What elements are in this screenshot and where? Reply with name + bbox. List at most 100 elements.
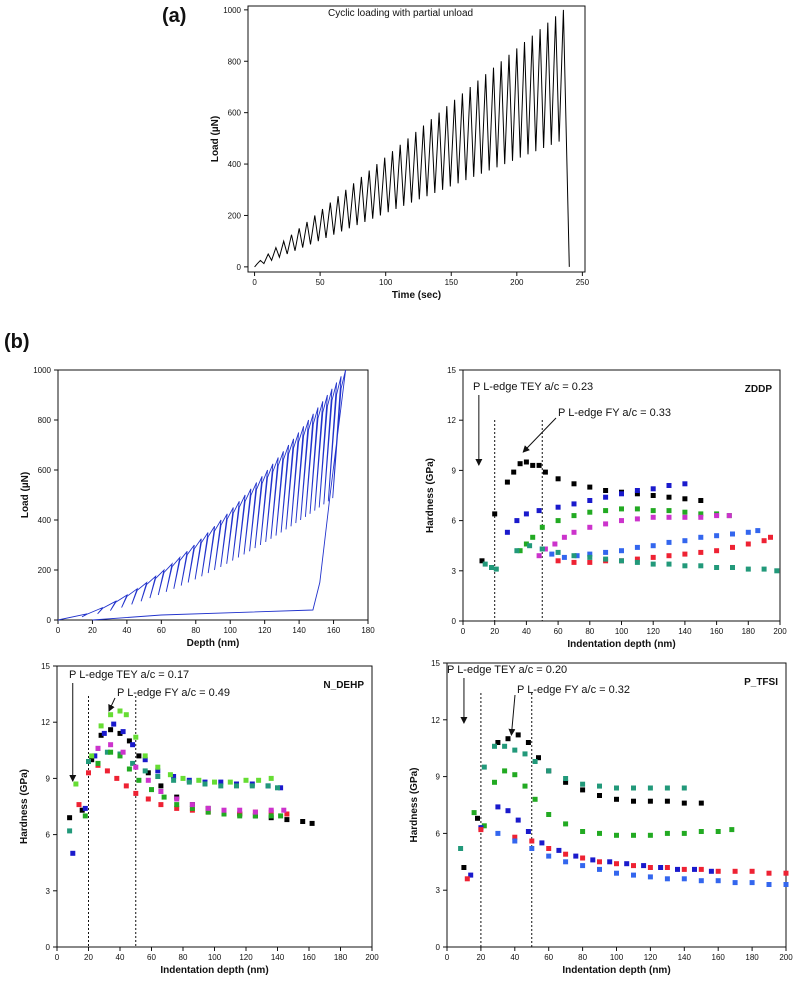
- data-point-red: [761, 538, 767, 544]
- data-point-red: [634, 556, 640, 562]
- data-point-lime: [180, 775, 186, 781]
- data-point-red: [587, 559, 593, 565]
- y-tick-label: 1000: [33, 366, 51, 375]
- data-point-magenta: [698, 514, 704, 520]
- data-point-royal: [682, 538, 688, 544]
- data-point-teal: [218, 783, 224, 789]
- y-tick-label: 6: [46, 831, 51, 840]
- data-point-magenta: [536, 553, 542, 559]
- y-tick-label: 12: [447, 416, 456, 425]
- data-point-blue: [587, 498, 593, 503]
- y-tick-label: 15: [41, 662, 50, 671]
- data-point-teal: [493, 566, 499, 572]
- data-point-black: [536, 462, 542, 468]
- data-point-red: [546, 846, 552, 851]
- data-point-black: [79, 807, 85, 813]
- data-point-royal: [666, 539, 672, 545]
- chart-load-depth: 0 20 40 60 80 100 120 140 160 180 0 200 400 600 800 100…: [20, 366, 375, 649]
- data-point-green: [523, 541, 529, 547]
- data-point-red: [512, 834, 518, 840]
- data-point-green: [571, 513, 577, 519]
- panel-label-a: (a): [162, 5, 186, 27]
- x-tick-label: 50: [316, 278, 325, 287]
- data-point-red: [681, 866, 687, 872]
- data-point-royal: [631, 872, 636, 878]
- data-point-royal: [730, 531, 735, 537]
- x-tick-label: 140: [678, 627, 692, 636]
- data-point-teal: [249, 783, 255, 789]
- data-point-green: [563, 821, 569, 827]
- data-point-red: [284, 811, 290, 817]
- data-point-black: [300, 819, 306, 824]
- data-point-lime: [212, 779, 217, 785]
- data-point-navy: [675, 866, 680, 872]
- data-point-green: [532, 796, 538, 802]
- x-tick-label: 140: [271, 953, 285, 962]
- x-tick-label: 40: [122, 626, 131, 635]
- data-point-red: [563, 851, 569, 857]
- data-point-red: [133, 790, 139, 796]
- data-point-navy: [708, 868, 714, 874]
- data-point-teal: [532, 759, 538, 764]
- data-point-green: [666, 508, 672, 514]
- data-point-teal: [522, 751, 528, 757]
- annotation-fy: P L-edge FY a/c = 0.32: [517, 684, 630, 696]
- data-point-green: [614, 832, 619, 838]
- data-point-black: [681, 800, 687, 806]
- chart-ptfsi-hardness: 0 20 40 60 80 100 120 140 160 180 200 0 3 6 9 12 15 Inden…: [409, 659, 793, 976]
- y-tick-label: 600: [228, 109, 242, 118]
- x-tick-label: 80: [585, 627, 594, 636]
- data-point-blue: [218, 779, 224, 785]
- data-point-red: [730, 544, 735, 550]
- data-point-black: [614, 796, 619, 802]
- data-point-magenta: [281, 807, 287, 813]
- data-point-blue: [523, 511, 529, 517]
- x-tick-label: 80: [179, 953, 188, 962]
- data-point-green: [631, 832, 636, 838]
- data-point-teal: [597, 783, 602, 789]
- data-point-royal: [732, 880, 738, 886]
- data-point-royal: [603, 549, 609, 555]
- data-point-black: [664, 798, 670, 804]
- data-point-teal: [664, 785, 670, 791]
- data-point-teal: [631, 785, 636, 791]
- x-tick-label: 100: [224, 626, 238, 635]
- data-point-black: [682, 496, 688, 502]
- x-tick-label: 40: [510, 953, 519, 962]
- data-point-green: [117, 753, 123, 759]
- data-point-royal: [681, 876, 687, 882]
- data-point-green: [268, 813, 274, 819]
- data-point-teal: [571, 553, 577, 559]
- data-point-green: [237, 813, 243, 819]
- data-point-teal: [130, 760, 136, 766]
- data-point-black: [515, 732, 521, 738]
- y-tick-label: 400: [38, 516, 52, 525]
- y-tick-label: 15: [447, 366, 456, 375]
- data-point-teal: [614, 785, 619, 791]
- plot-frame: [57, 369, 369, 621]
- x-tick-label: 200: [779, 953, 793, 962]
- data-point-royal: [698, 878, 704, 884]
- data-point-royal: [647, 874, 653, 880]
- data-point-blue: [171, 774, 177, 779]
- data-point-black: [542, 469, 548, 475]
- data-point-black: [126, 738, 132, 744]
- data-point-black: [461, 865, 467, 870]
- series-line-load: [254, 9, 570, 268]
- data-point-black: [309, 820, 315, 826]
- data-point-navy: [658, 865, 664, 870]
- data-point-black: [525, 740, 531, 745]
- data-point-black: [650, 493, 656, 498]
- data-point-teal: [563, 776, 569, 781]
- data-point-navy: [495, 804, 501, 810]
- data-point-green: [471, 810, 477, 816]
- data-point-lime: [123, 712, 129, 718]
- y-tick-label: 800: [38, 416, 52, 425]
- data-point-green: [682, 509, 688, 515]
- data-point-royal: [580, 863, 586, 869]
- data-point-green: [95, 760, 101, 766]
- data-point-teal: [104, 749, 110, 755]
- x-tick-label: 20: [490, 627, 499, 636]
- x-tick-label: 60: [544, 953, 553, 962]
- data-point-teal: [142, 768, 148, 774]
